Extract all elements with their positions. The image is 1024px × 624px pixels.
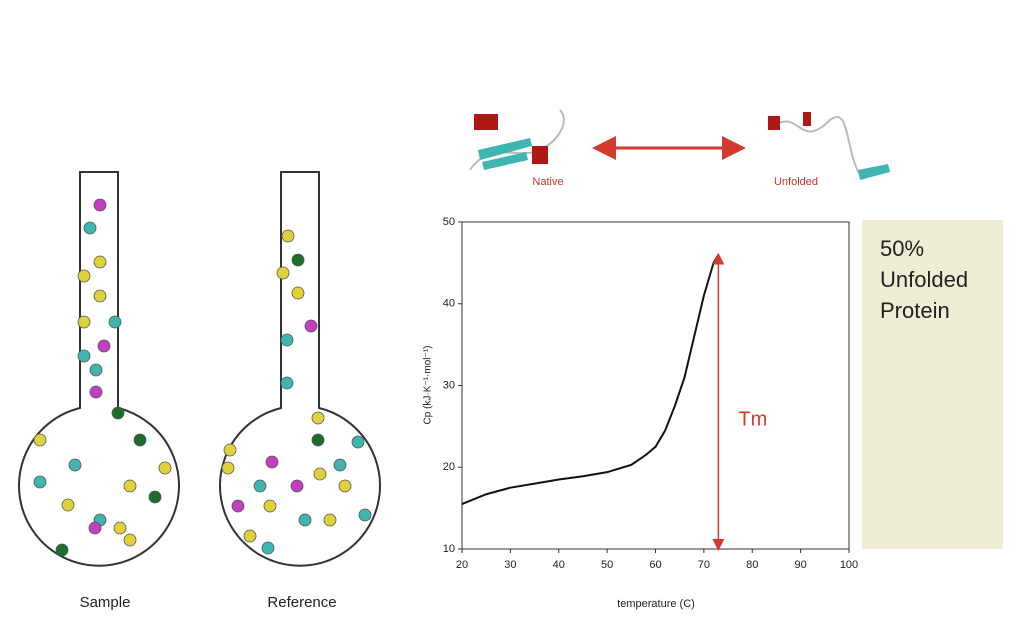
- molecules: [33, 198, 372, 557]
- molecule: [280, 376, 294, 390]
- x-axis-label: temperature (C): [617, 598, 695, 610]
- molecule: [158, 461, 172, 475]
- molecule: [93, 289, 107, 303]
- unfolded-label: Unfolded: [774, 176, 818, 188]
- molecule: [123, 533, 137, 547]
- molecule: [89, 363, 103, 377]
- callout-line: 50%: [880, 236, 924, 261]
- molecule: [123, 479, 137, 493]
- molecule: [88, 521, 102, 535]
- molecule: [298, 513, 312, 527]
- callout-box: [862, 220, 1003, 549]
- molecule: [280, 333, 294, 347]
- molecule: [221, 461, 235, 475]
- molecule: [261, 541, 275, 555]
- molecule: [33, 433, 47, 447]
- plot-frame: [461, 221, 850, 550]
- molecule: [311, 433, 325, 447]
- molecule: [276, 266, 290, 280]
- molecule: [108, 315, 122, 329]
- molecule: [323, 513, 337, 527]
- molecule: [97, 339, 111, 353]
- callout-line: Unfolded: [880, 267, 968, 292]
- x-tick-label: 70: [698, 559, 710, 571]
- x-tick-label: 40: [553, 559, 565, 571]
- y-tick-label: 20: [443, 461, 455, 473]
- molecule: [77, 269, 91, 283]
- molecule: [291, 286, 305, 300]
- y-tick-label: 10: [443, 543, 455, 555]
- molecule: [93, 198, 107, 212]
- molecule: [253, 479, 267, 493]
- molecule: [111, 406, 125, 420]
- tm-label: Tm: [738, 408, 767, 430]
- reference-label: Reference: [267, 594, 336, 611]
- molecule: [333, 458, 347, 472]
- molecule: [281, 229, 295, 243]
- x-tick-label: 100: [840, 559, 858, 571]
- molecule: [113, 521, 127, 535]
- x-tick-label: 50: [601, 559, 613, 571]
- molecule: [304, 319, 318, 333]
- molecule: [55, 543, 69, 557]
- molecule: [89, 385, 103, 399]
- molecule: [223, 443, 237, 457]
- y-tick-label: 30: [443, 379, 455, 391]
- molecule: [77, 349, 91, 363]
- x-tick-label: 60: [649, 559, 661, 571]
- molecule: [358, 508, 372, 522]
- x-tick-label: 80: [746, 559, 758, 571]
- molecule: [351, 435, 365, 449]
- molecule: [263, 499, 277, 513]
- sample-label: Sample: [80, 594, 131, 611]
- molecule: [83, 221, 97, 235]
- molecule: [33, 475, 47, 489]
- heat-capacity-curve: [461, 254, 720, 505]
- molecule: [231, 499, 245, 513]
- x-tick-label: 90: [795, 559, 807, 571]
- molecule: [313, 467, 327, 481]
- molecule: [77, 315, 91, 329]
- molecule: [338, 479, 352, 493]
- native-protein: [469, 109, 565, 171]
- molecule: [311, 411, 325, 425]
- y-tick-label: 40: [443, 298, 455, 310]
- x-tick-label: 30: [504, 559, 516, 571]
- molecule: [61, 498, 75, 512]
- y-axis-label: Cp (kJ·K⁻¹·mol⁻¹): [423, 346, 434, 425]
- molecule: [243, 529, 257, 543]
- molecule: [148, 490, 162, 504]
- molecule: [68, 458, 82, 472]
- molecule: [93, 255, 107, 269]
- molecule: [291, 253, 305, 267]
- unfolded-protein: [768, 112, 890, 180]
- molecule: [290, 479, 304, 493]
- native-label: Native: [532, 176, 563, 188]
- molecule: [133, 433, 147, 447]
- x-tick-label: 20: [456, 559, 468, 571]
- callout-line: Protein: [880, 298, 950, 323]
- molecule: [265, 455, 279, 469]
- y-tick-label: 50: [443, 216, 455, 228]
